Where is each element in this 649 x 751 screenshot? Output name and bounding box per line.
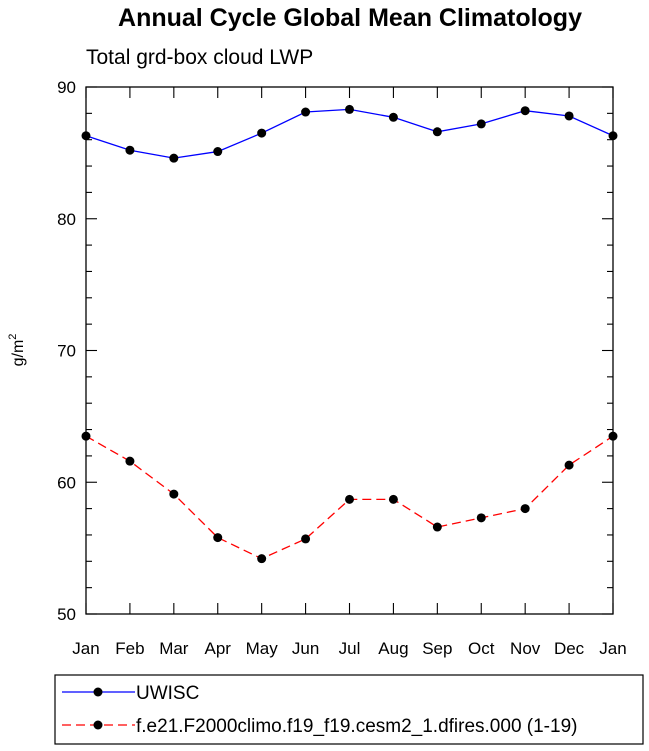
legend-label-1: f.e21.F2000climo.f19_f19.cesm2_1.dfires.… <box>136 716 577 737</box>
series-point-1 <box>432 522 442 532</box>
y-tick-label: 50 <box>57 605 76 624</box>
series-point-0 <box>564 111 574 121</box>
y-axis-label: g/m2 <box>7 334 27 367</box>
y-axis-label-exponent: 2 <box>7 334 19 340</box>
y-tick-label: 60 <box>57 473 76 492</box>
x-tick-label: Jan <box>599 639 626 658</box>
x-tick-label: Dec <box>554 639 585 658</box>
series-point-1 <box>564 460 574 470</box>
x-tick-label: Jul <box>339 639 361 658</box>
plot-area: 50 60 70 80 90 Jan Feb Mar Apr May Jun Jul Aug Sep Oct… <box>57 78 627 658</box>
legend: UWISC f.e21.F2000climo.f19_f19.cesm2_1.df… <box>54 674 644 745</box>
legend-marker-0 <box>93 687 103 697</box>
series-point-0 <box>125 145 135 155</box>
x-tick-label: Sep <box>422 639 452 658</box>
series-point-0 <box>213 147 223 157</box>
series-point-1 <box>388 494 398 504</box>
series-point-0 <box>432 127 442 137</box>
x-tick-label: Jun <box>292 639 319 658</box>
x-tick-label: Mar <box>159 639 189 658</box>
series-point-0 <box>476 119 486 129</box>
chart-title: Annual Cycle Global Mean Climatology <box>118 4 582 32</box>
series-point-1 <box>125 456 135 466</box>
y-tick-label: 70 <box>57 342 76 361</box>
legend-marker-1 <box>93 720 103 730</box>
x-tick-label: Aug <box>378 639 408 658</box>
series-point-0 <box>301 107 311 117</box>
x-tick-label: Nov <box>510 639 541 658</box>
series-point-1 <box>169 489 179 499</box>
chart-subtitle: Total grd-box cloud LWP <box>86 46 313 69</box>
plot-frame <box>85 86 614 615</box>
x-tick-label: Feb <box>115 639 144 658</box>
series-point-0 <box>520 106 530 116</box>
series-point-1 <box>520 504 530 514</box>
series-point-0 <box>169 153 179 163</box>
series-point-1 <box>301 534 311 544</box>
series-line-0 <box>85 108 614 159</box>
series-point-1 <box>345 494 354 504</box>
legend-label-0: UWISC <box>136 683 199 704</box>
series-point-0 <box>345 104 354 114</box>
svg-text:g/m2: g/m2 <box>7 334 27 367</box>
x-tick-label: May <box>246 639 279 658</box>
y-axis-label-text: g/m <box>10 340 27 367</box>
x-tick-label: Jan <box>72 639 99 658</box>
legend-box <box>54 674 644 745</box>
series-point-1 <box>257 554 267 564</box>
y-tick-label: 90 <box>57 78 76 97</box>
series-point-0 <box>388 112 398 122</box>
x-tick-label: Apr <box>205 639 232 658</box>
series-point-1 <box>476 513 486 523</box>
series-point-1 <box>213 533 223 543</box>
y-tick-label: 80 <box>57 210 76 229</box>
series-point-0 <box>257 128 267 138</box>
x-tick-label: Oct <box>468 639 495 658</box>
